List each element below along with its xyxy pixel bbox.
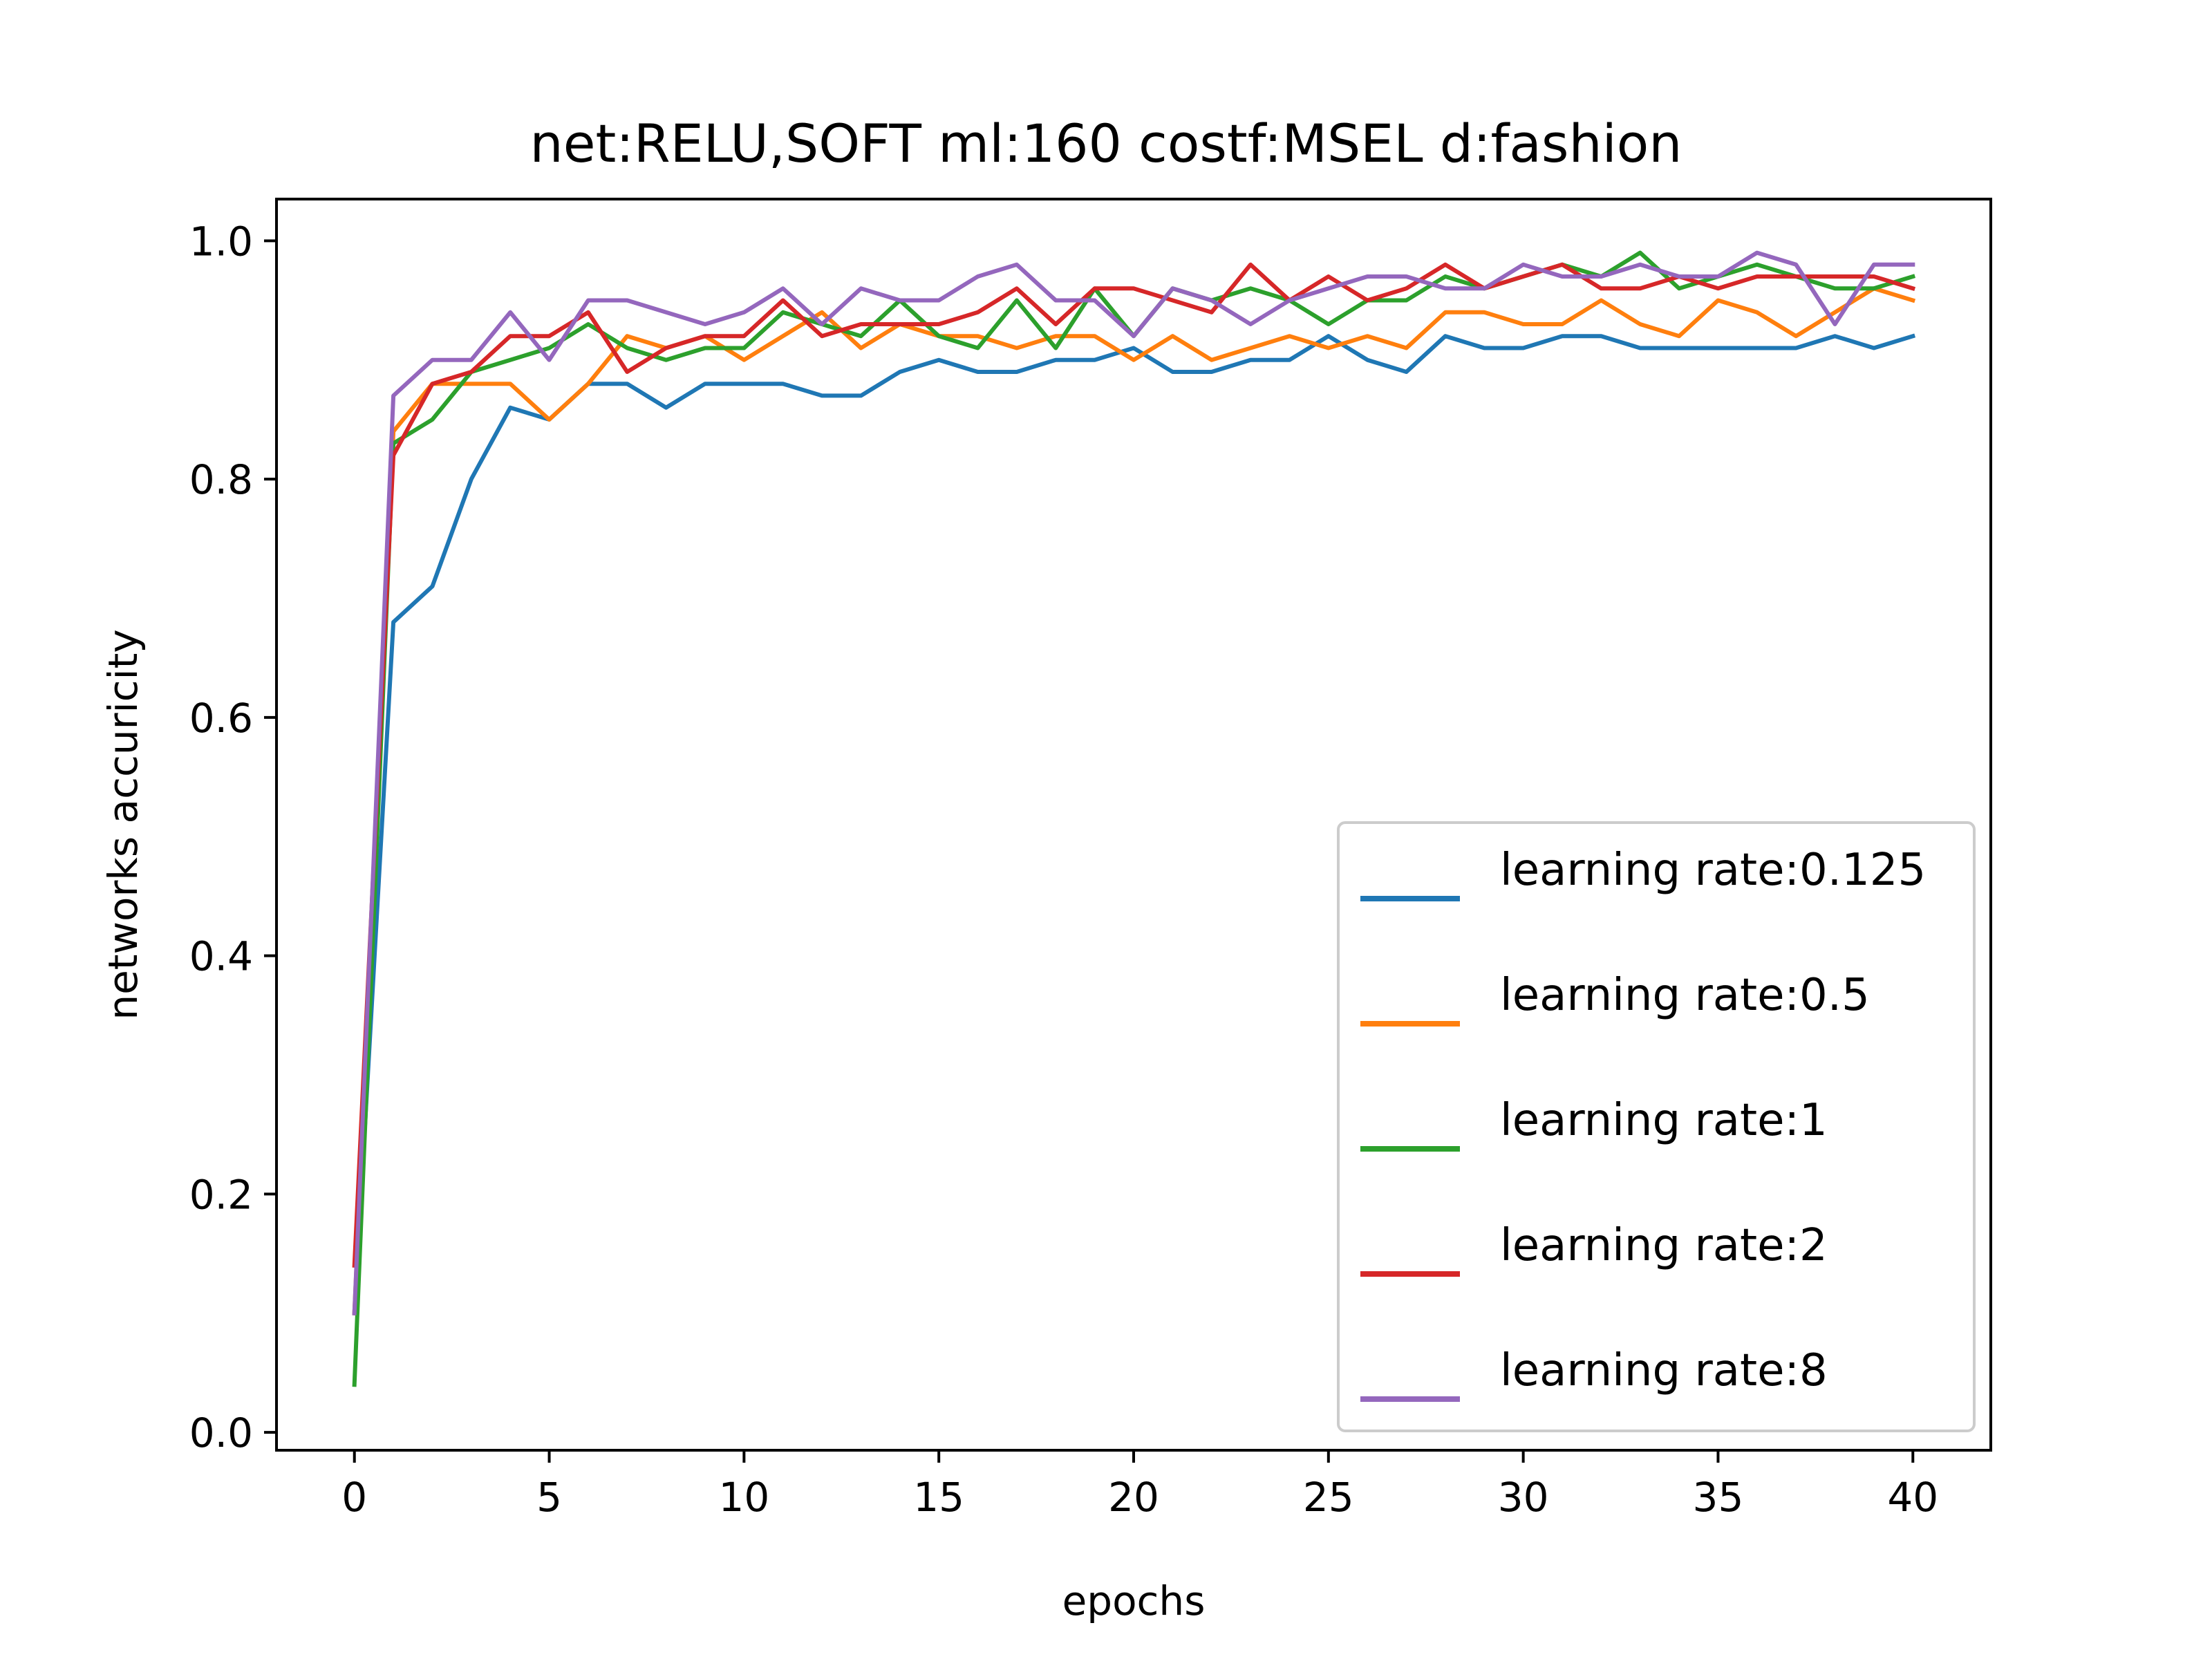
x-axis-label: epochs — [1062, 1577, 1206, 1624]
legend-box — [1337, 821, 1976, 1432]
legend-label-4: learning rate:2 — [1500, 1220, 1828, 1271]
y-tick-label: 0.0 — [189, 1409, 253, 1456]
x-tick-label: 20 — [1108, 1474, 1159, 1521]
legend-label-2: learning rate:0.5 — [1500, 970, 1870, 1021]
x-axis-ticks: 0 5 10 15 20 25 30 35 40 — [341, 1450, 1938, 1521]
legend-items: learning rate:0.125 learning rate:0.5 lear… — [1360, 845, 1926, 1402]
series-line-4 — [352, 262, 1916, 1268]
y-tick-label: 0.8 — [189, 456, 253, 503]
y-tick-label: 0.4 — [189, 933, 253, 980]
x-tick-label: 35 — [1693, 1474, 1744, 1521]
legend-label-3: learning rate:1 — [1500, 1095, 1828, 1146]
x-tick-label: 10 — [718, 1474, 769, 1521]
legend-label-5: learning rate:8 — [1500, 1345, 1828, 1396]
x-tick-label: 15 — [913, 1474, 964, 1521]
series-line-1 — [352, 333, 1916, 1315]
series-line-5 — [352, 250, 1915, 1315]
x-tick-label: 30 — [1498, 1474, 1549, 1521]
legend-label-1: learning rate:0.125 — [1500, 845, 1926, 896]
y-tick-label: 0.6 — [189, 695, 253, 742]
x-tick-label: 25 — [1303, 1474, 1354, 1521]
chart-title: net:RELU,SOFT ml:160 costf:MSEL d:fashio… — [530, 113, 1683, 174]
y-tick-label: 1.0 — [189, 218, 253, 265]
y-axis-label: networks accuricity — [100, 629, 147, 1020]
x-tick-label: 40 — [1887, 1474, 1938, 1521]
x-tick-label: 5 — [536, 1474, 562, 1521]
x-tick-label: 0 — [341, 1474, 367, 1521]
y-tick-label: 0.2 — [189, 1171, 253, 1218]
legend: learning rate:0.125 learning rate:0.5 lear… — [1337, 821, 1976, 1432]
y-axis-ticks: 0.0 0.2 0.4 0.6 0.8 1.0 — [189, 218, 276, 1456]
plot-lines — [352, 250, 1916, 1387]
